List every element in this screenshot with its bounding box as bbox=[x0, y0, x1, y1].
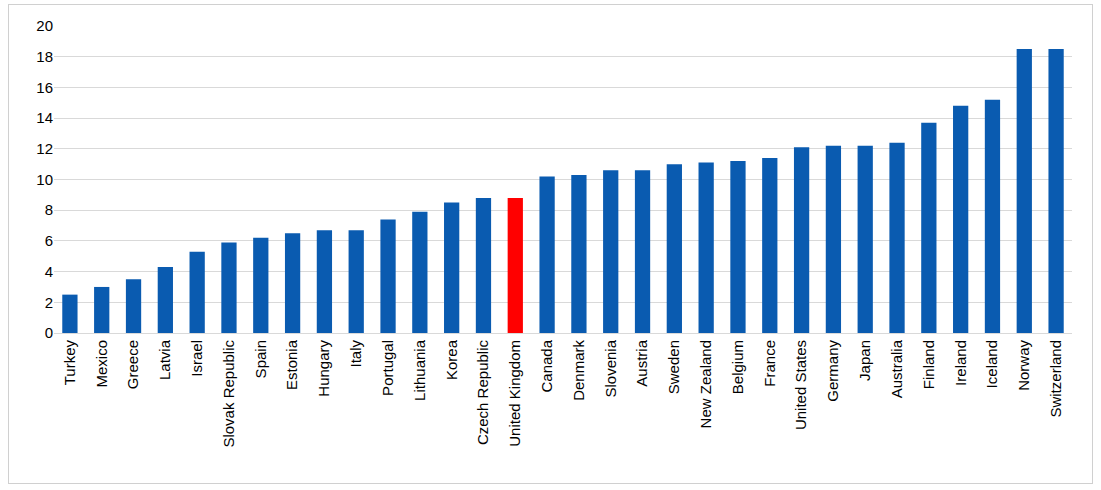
svg-text:0: 0 bbox=[45, 324, 53, 341]
svg-text:Greece: Greece bbox=[124, 340, 141, 389]
svg-text:Switzerland: Switzerland bbox=[1047, 340, 1064, 418]
svg-text:Denmark: Denmark bbox=[570, 340, 587, 401]
svg-text:Hungary: Hungary bbox=[315, 340, 332, 397]
svg-text:Mexico: Mexico bbox=[93, 340, 110, 388]
svg-text:Iceland: Iceland bbox=[983, 340, 1000, 388]
svg-text:6: 6 bbox=[45, 232, 53, 249]
svg-text:Japan: Japan bbox=[856, 340, 873, 381]
svg-text:8: 8 bbox=[45, 201, 53, 218]
svg-text:Canada: Canada bbox=[538, 339, 555, 392]
svg-text:Germany: Germany bbox=[824, 340, 841, 402]
svg-text:14: 14 bbox=[36, 109, 53, 126]
svg-text:Spain: Spain bbox=[252, 340, 269, 378]
svg-text:Austria: Austria bbox=[633, 339, 650, 386]
svg-text:Ireland: Ireland bbox=[952, 340, 969, 386]
svg-text:Norway: Norway bbox=[1015, 340, 1032, 391]
svg-text:2: 2 bbox=[45, 294, 53, 311]
svg-text:Latvia: Latvia bbox=[156, 339, 173, 380]
svg-text:Czech Republic: Czech Republic bbox=[474, 340, 491, 446]
svg-text:Sweden: Sweden bbox=[665, 340, 682, 394]
svg-text:Estonia: Estonia bbox=[283, 339, 300, 390]
svg-text:16: 16 bbox=[36, 79, 53, 96]
svg-text:Lithuania: Lithuania bbox=[411, 339, 428, 401]
svg-text:18: 18 bbox=[36, 48, 53, 65]
svg-text:Australia: Australia bbox=[888, 339, 905, 398]
svg-text:12: 12 bbox=[36, 140, 53, 157]
svg-text:Israel: Israel bbox=[188, 340, 205, 377]
svg-text:Slovenia: Slovenia bbox=[602, 339, 619, 397]
svg-text:United States: United States bbox=[792, 340, 809, 430]
svg-text:20: 20 bbox=[36, 17, 53, 34]
svg-text:Korea: Korea bbox=[443, 339, 460, 380]
svg-text:10: 10 bbox=[36, 171, 53, 188]
svg-text:France: France bbox=[761, 340, 778, 387]
svg-text:Belgium: Belgium bbox=[729, 340, 746, 394]
svg-text:Slovak Republic: Slovak Republic bbox=[220, 340, 237, 448]
svg-text:United Kingdom: United Kingdom bbox=[506, 340, 523, 447]
svg-text:Portugal: Portugal bbox=[379, 340, 396, 396]
svg-text:Turkey: Turkey bbox=[61, 340, 78, 386]
svg-text:Italy: Italy bbox=[347, 340, 364, 368]
svg-text:New Zealand: New Zealand bbox=[697, 340, 714, 428]
svg-text:4: 4 bbox=[45, 263, 53, 280]
svg-text:Finland: Finland bbox=[920, 340, 937, 389]
